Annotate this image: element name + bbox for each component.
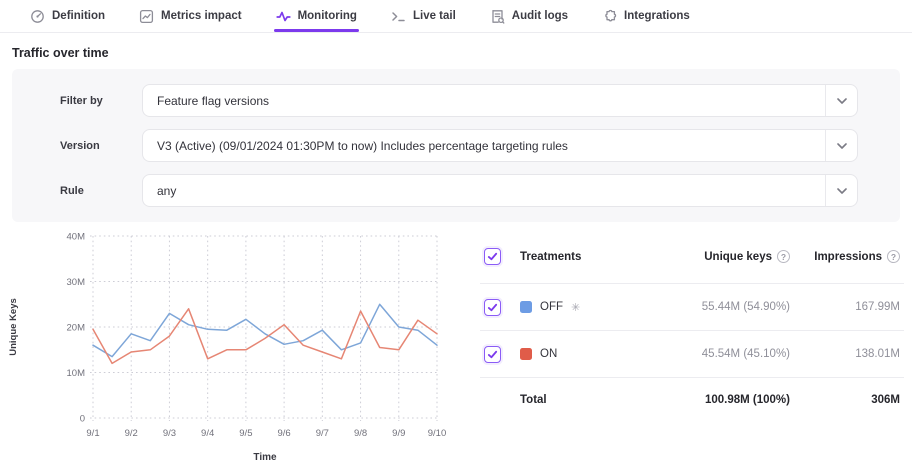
version-label: Version bbox=[60, 139, 100, 152]
tab-label: Audit logs bbox=[511, 10, 569, 22]
svg-text:9/7: 9/7 bbox=[316, 428, 329, 439]
filter-row-filter-by: Filter by Feature flag versions bbox=[60, 84, 858, 117]
filter-row-rule: Rule any bbox=[60, 174, 858, 207]
tab-label: Live tail bbox=[412, 10, 456, 22]
svg-text:0: 0 bbox=[80, 414, 85, 425]
x-axis-label: Time bbox=[253, 452, 277, 463]
chevron-down-icon[interactable] bbox=[825, 130, 857, 161]
y-axis-label: Unique Keys bbox=[8, 298, 19, 356]
table-total-row: Total 100.98M (100%) 306M bbox=[480, 378, 904, 422]
svg-text:40M: 40M bbox=[67, 232, 86, 243]
default-treatment-icon: ✳ bbox=[571, 301, 581, 314]
table-header-row: Treatments Unique keys ? Impressions ? bbox=[480, 230, 904, 284]
chevron-down-icon[interactable] bbox=[825, 175, 857, 206]
treatments-table: Treatments Unique keys ? Impressions ? O… bbox=[480, 230, 904, 473]
live-tail-icon bbox=[391, 9, 406, 24]
svg-text:9/1: 9/1 bbox=[86, 428, 99, 439]
tab-label: Definition bbox=[52, 10, 106, 22]
version-value: V3 (Active) (09/01/2024 01:30PM to now) … bbox=[157, 138, 568, 153]
filter-panel: Filter by Feature flag versions Version … bbox=[12, 69, 900, 222]
on-checkbox[interactable] bbox=[484, 345, 501, 363]
svg-text:9/2: 9/2 bbox=[125, 428, 138, 439]
audit-logs-icon bbox=[490, 9, 505, 24]
traffic-chart: 0 10M 20M 30M 40M 9/1 9/2 9/3 9/4 9/5 9/6 9/7 9/8 9/9… bbox=[0, 226, 470, 473]
impressions-help-icon[interactable]: ? bbox=[887, 250, 900, 263]
rule-value: any bbox=[157, 183, 177, 198]
tab-live-tail[interactable]: Live tail bbox=[391, 0, 456, 32]
tab-bar: Definition Metrics impact Monitoring Liv… bbox=[0, 0, 912, 33]
table-row-on: ON 45.54M (45.10%) 138.01M bbox=[480, 331, 904, 378]
filter-by-select[interactable]: Feature flag versions bbox=[142, 84, 858, 117]
on-impressions: 138.01M bbox=[855, 348, 900, 360]
on-treatment-label: ON bbox=[540, 348, 558, 360]
table-row-off: OFF ✳ 55.44M (54.90%) 167.99M bbox=[480, 284, 904, 331]
tab-integrations[interactable]: Integrations bbox=[602, 0, 690, 32]
metrics-impact-icon bbox=[139, 9, 154, 24]
off-treatment-label: OFF bbox=[540, 301, 563, 313]
filter-by-value: Feature flag versions bbox=[157, 93, 270, 108]
tab-metrics-impact[interactable]: Metrics impact bbox=[139, 0, 242, 32]
svg-text:9/6: 9/6 bbox=[278, 428, 291, 439]
tab-audit-logs[interactable]: Audit logs bbox=[490, 0, 568, 32]
svg-text:30M: 30M bbox=[67, 277, 86, 288]
version-select[interactable]: V3 (Active) (09/01/2024 01:30PM to now) … bbox=[142, 129, 858, 162]
svg-text:9/9: 9/9 bbox=[392, 428, 405, 439]
unique-keys-header: Unique keys bbox=[704, 250, 772, 263]
off-treatment-swatch bbox=[520, 301, 532, 313]
svg-text:9/4: 9/4 bbox=[201, 428, 214, 439]
svg-text:10M: 10M bbox=[67, 368, 86, 379]
filter-by-label: Filter by bbox=[60, 94, 103, 107]
on-treatment-swatch bbox=[520, 348, 532, 360]
total-unique-keys: 100.98M (100%) bbox=[704, 394, 790, 406]
svg-text:20M: 20M bbox=[67, 323, 86, 334]
tab-label: Integrations bbox=[624, 10, 690, 22]
definition-icon bbox=[30, 9, 45, 24]
tab-monitoring[interactable]: Monitoring bbox=[273, 0, 360, 32]
tab-label: Monitoring bbox=[297, 10, 357, 22]
rule-label: Rule bbox=[60, 184, 84, 197]
off-impressions: 167.99M bbox=[855, 301, 900, 313]
impressions-header: Impressions bbox=[814, 250, 882, 263]
monitoring-icon bbox=[275, 9, 291, 24]
svg-text:9/3: 9/3 bbox=[163, 428, 176, 439]
tab-label: Metrics impact bbox=[161, 10, 242, 22]
on-unique-keys: 45.54M (45.10%) bbox=[701, 348, 790, 360]
off-checkbox[interactable] bbox=[484, 298, 501, 316]
treatments-header: Treatments bbox=[520, 250, 582, 263]
unique-keys-help-icon[interactable]: ? bbox=[777, 250, 790, 263]
tab-definition[interactable]: Definition bbox=[30, 0, 105, 32]
svg-text:9/8: 9/8 bbox=[354, 428, 367, 439]
total-label: Total bbox=[520, 394, 547, 406]
svg-text:9/5: 9/5 bbox=[239, 428, 252, 439]
chevron-down-icon[interactable] bbox=[825, 85, 857, 116]
integrations-icon bbox=[602, 9, 617, 24]
off-unique-keys: 55.44M (54.90%) bbox=[701, 301, 790, 313]
svg-text:9/10: 9/10 bbox=[428, 428, 447, 439]
page-title: Traffic over time bbox=[12, 46, 109, 60]
filter-row-version: Version V3 (Active) (09/01/2024 01:30PM … bbox=[60, 129, 858, 162]
select-all-checkbox[interactable] bbox=[484, 248, 501, 265]
rule-select[interactable]: any bbox=[142, 174, 858, 207]
total-impressions: 306M bbox=[871, 394, 900, 406]
